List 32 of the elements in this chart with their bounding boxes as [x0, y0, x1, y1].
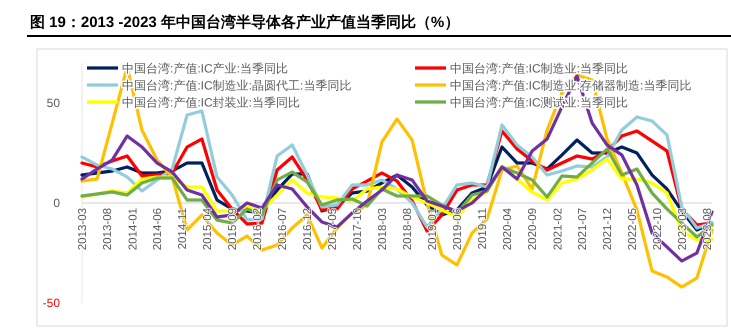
x-tick-label: 2017-10: [352, 208, 364, 250]
x-tick-label: 2019-06: [452, 208, 464, 250]
y-tick-label: 0: [53, 196, 60, 210]
x-tick-label: 2023-03: [676, 208, 689, 250]
x-tick-label: 2020-09: [527, 208, 540, 250]
x-tick-label: 2018-08: [402, 208, 414, 250]
x-tick-label: 2016-07: [277, 208, 290, 250]
legend-label: 中国台湾:产值:IC制造业:当季同比: [450, 62, 628, 76]
x-tick-label: 2014-06: [152, 208, 164, 250]
x-tick-label: 2014-01: [127, 208, 140, 250]
x-tick-label: 2016-12: [302, 208, 314, 250]
x-tick-label: 2016-02: [252, 208, 264, 250]
y-tick-label: -50: [42, 296, 60, 310]
x-tick-label: 2013-03: [77, 208, 89, 250]
x-tick-label: 2017-05: [326, 208, 339, 250]
x-tick-label: 2021-07: [576, 208, 589, 250]
x-tick-label: 2019-01: [427, 208, 440, 250]
y-tick-label: 50: [46, 96, 60, 110]
x-tick-label: 2013-08: [102, 208, 114, 250]
x-tick-label: 2021-02: [552, 208, 564, 250]
chart-title: 图 19：2013 -2023 年中国台湾半导体各产业产值当季同比（%）: [30, 13, 460, 31]
x-tick-label: 2014-11: [177, 208, 190, 250]
x-tick-label: 2022-05: [626, 208, 639, 250]
x-tick-label: 2015-04: [202, 207, 214, 250]
x-tick-label: 2023-08: [702, 208, 714, 250]
x-tick-label: 2015-09: [227, 208, 240, 250]
x-tick-label: 2018-03: [376, 208, 389, 250]
line-series: [80, 74, 714, 263]
x-tick-label: 2022-10: [652, 208, 664, 250]
x-tick-label: 2021-12: [602, 208, 614, 250]
x-tick-label: 2019-11: [477, 208, 490, 250]
x-tick-label: 2020-04: [502, 207, 514, 250]
